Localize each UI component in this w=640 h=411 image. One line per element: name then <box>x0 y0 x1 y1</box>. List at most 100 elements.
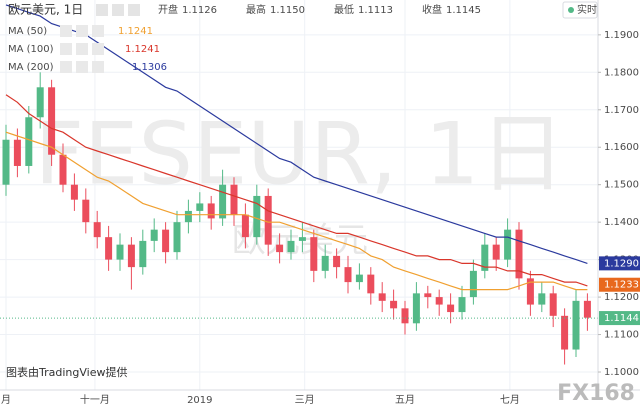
ohlc-value: 1.1150 <box>270 5 305 16</box>
candle-body <box>549 293 557 316</box>
x-tick-label: 三月 <box>295 394 315 406</box>
candle-body <box>526 278 534 305</box>
chart-title: 欧元美元, 1日 <box>8 3 83 17</box>
icon <box>92 43 104 55</box>
candle-body <box>412 293 420 324</box>
y-tick-label: 1.1400 <box>604 217 639 228</box>
candle-body <box>93 222 101 238</box>
candle-body <box>355 274 363 283</box>
candle-body <box>70 184 78 200</box>
candle-body <box>504 229 512 260</box>
x-tick-label: 十一月 <box>80 393 110 406</box>
candle-body <box>48 87 56 155</box>
price-tag-label: 1.1233 <box>604 280 639 291</box>
legend-name: MA (50) <box>8 26 47 37</box>
candle-body <box>82 199 90 223</box>
legend-name: MA (100) <box>8 44 54 55</box>
price-tag-label: 1.1290 <box>604 258 639 269</box>
x-tick-label: 七月 <box>500 394 520 406</box>
y-tick-label: 1.1200 <box>604 292 639 303</box>
candle-body <box>219 184 227 219</box>
legend-value: 1.1306 <box>132 62 167 73</box>
candle-body <box>321 255 329 271</box>
ma-line <box>5 94 588 287</box>
candle-body <box>196 203 204 211</box>
ohlc-label: 最低 <box>334 3 354 16</box>
y-tick-label: 1.1000 <box>604 367 639 378</box>
legend-name: MA (200) <box>8 62 54 73</box>
logo: FX168 <box>557 381 635 406</box>
candle-body <box>116 244 124 260</box>
price-tag-label: 1.1144 <box>604 313 639 324</box>
candle-body <box>287 240 295 253</box>
candle-body <box>184 210 192 223</box>
x-tick-label: 2019 <box>187 395 212 406</box>
y-tick-label: 1.1700 <box>604 105 639 116</box>
icon <box>76 43 88 55</box>
icon <box>96 4 108 16</box>
candle-body <box>458 297 466 313</box>
price-tag <box>599 277 640 292</box>
candle-body <box>378 293 386 301</box>
candle-body <box>572 300 580 350</box>
candle-body <box>230 184 238 215</box>
candle-body <box>424 293 432 298</box>
x-tick-label: 五月 <box>395 394 415 406</box>
ohlc-value: 1.1126 <box>182 5 217 16</box>
ohlc-value: 1.1113 <box>358 5 393 16</box>
candle-body <box>36 87 44 118</box>
realtime-button[interactable] <box>562 1 598 19</box>
realtime-label[interactable]: 实时 <box>577 3 597 16</box>
candle-body <box>276 244 284 253</box>
candle-body <box>515 229 523 279</box>
icon <box>112 4 124 16</box>
icon <box>60 61 72 73</box>
candle-body <box>310 237 318 271</box>
icon <box>76 25 88 37</box>
candle-body <box>481 244 489 271</box>
candle-body <box>401 308 409 324</box>
axis: 1.1900 1.1800 1.1700 1.1600 1.1500 1.1400 1.13… <box>1 30 640 406</box>
candle-body <box>298 237 306 241</box>
icon <box>92 25 104 37</box>
candle-body <box>561 315 569 350</box>
candle-body <box>173 222 181 253</box>
icon <box>128 4 140 16</box>
candle-body <box>241 214 249 238</box>
candle-body <box>367 274 375 294</box>
candle-body <box>390 300 398 309</box>
icon <box>92 61 104 73</box>
y-tick-label: 1.1100 <box>604 330 639 341</box>
y-tick-label: 1.1500 <box>604 180 639 191</box>
candle-body <box>2 139 10 185</box>
credit: 图表由TradingView提供 <box>6 365 127 379</box>
candle-body <box>59 154 67 185</box>
candle-body <box>583 300 591 318</box>
legend-value: 1.1241 <box>118 26 153 37</box>
candle-body <box>25 117 33 166</box>
ma-line <box>5 131 588 291</box>
live-dot <box>568 7 574 13</box>
candle-body <box>492 244 500 260</box>
candle-body <box>447 304 455 313</box>
icon <box>60 43 72 55</box>
candle-body <box>127 244 135 268</box>
candle-body <box>13 139 21 166</box>
candle-body <box>538 293 546 305</box>
ohlc-value: 1.1145 <box>446 5 481 16</box>
candle-body <box>435 297 443 305</box>
y-tick-label: 1.1600 <box>604 142 639 153</box>
watermark: FESEUR, 1日 <box>35 104 566 204</box>
legend-value: 1.1241 <box>125 44 160 55</box>
candle-body <box>344 267 352 283</box>
candle-body <box>469 270 477 298</box>
ohlc-label: 最高 <box>246 3 266 16</box>
y-tick-label: 1.1800 <box>604 67 639 78</box>
icon <box>60 25 72 37</box>
ohlc-label: 收盘 <box>422 3 442 16</box>
candle-body <box>139 240 147 268</box>
candle-body <box>105 237 113 260</box>
